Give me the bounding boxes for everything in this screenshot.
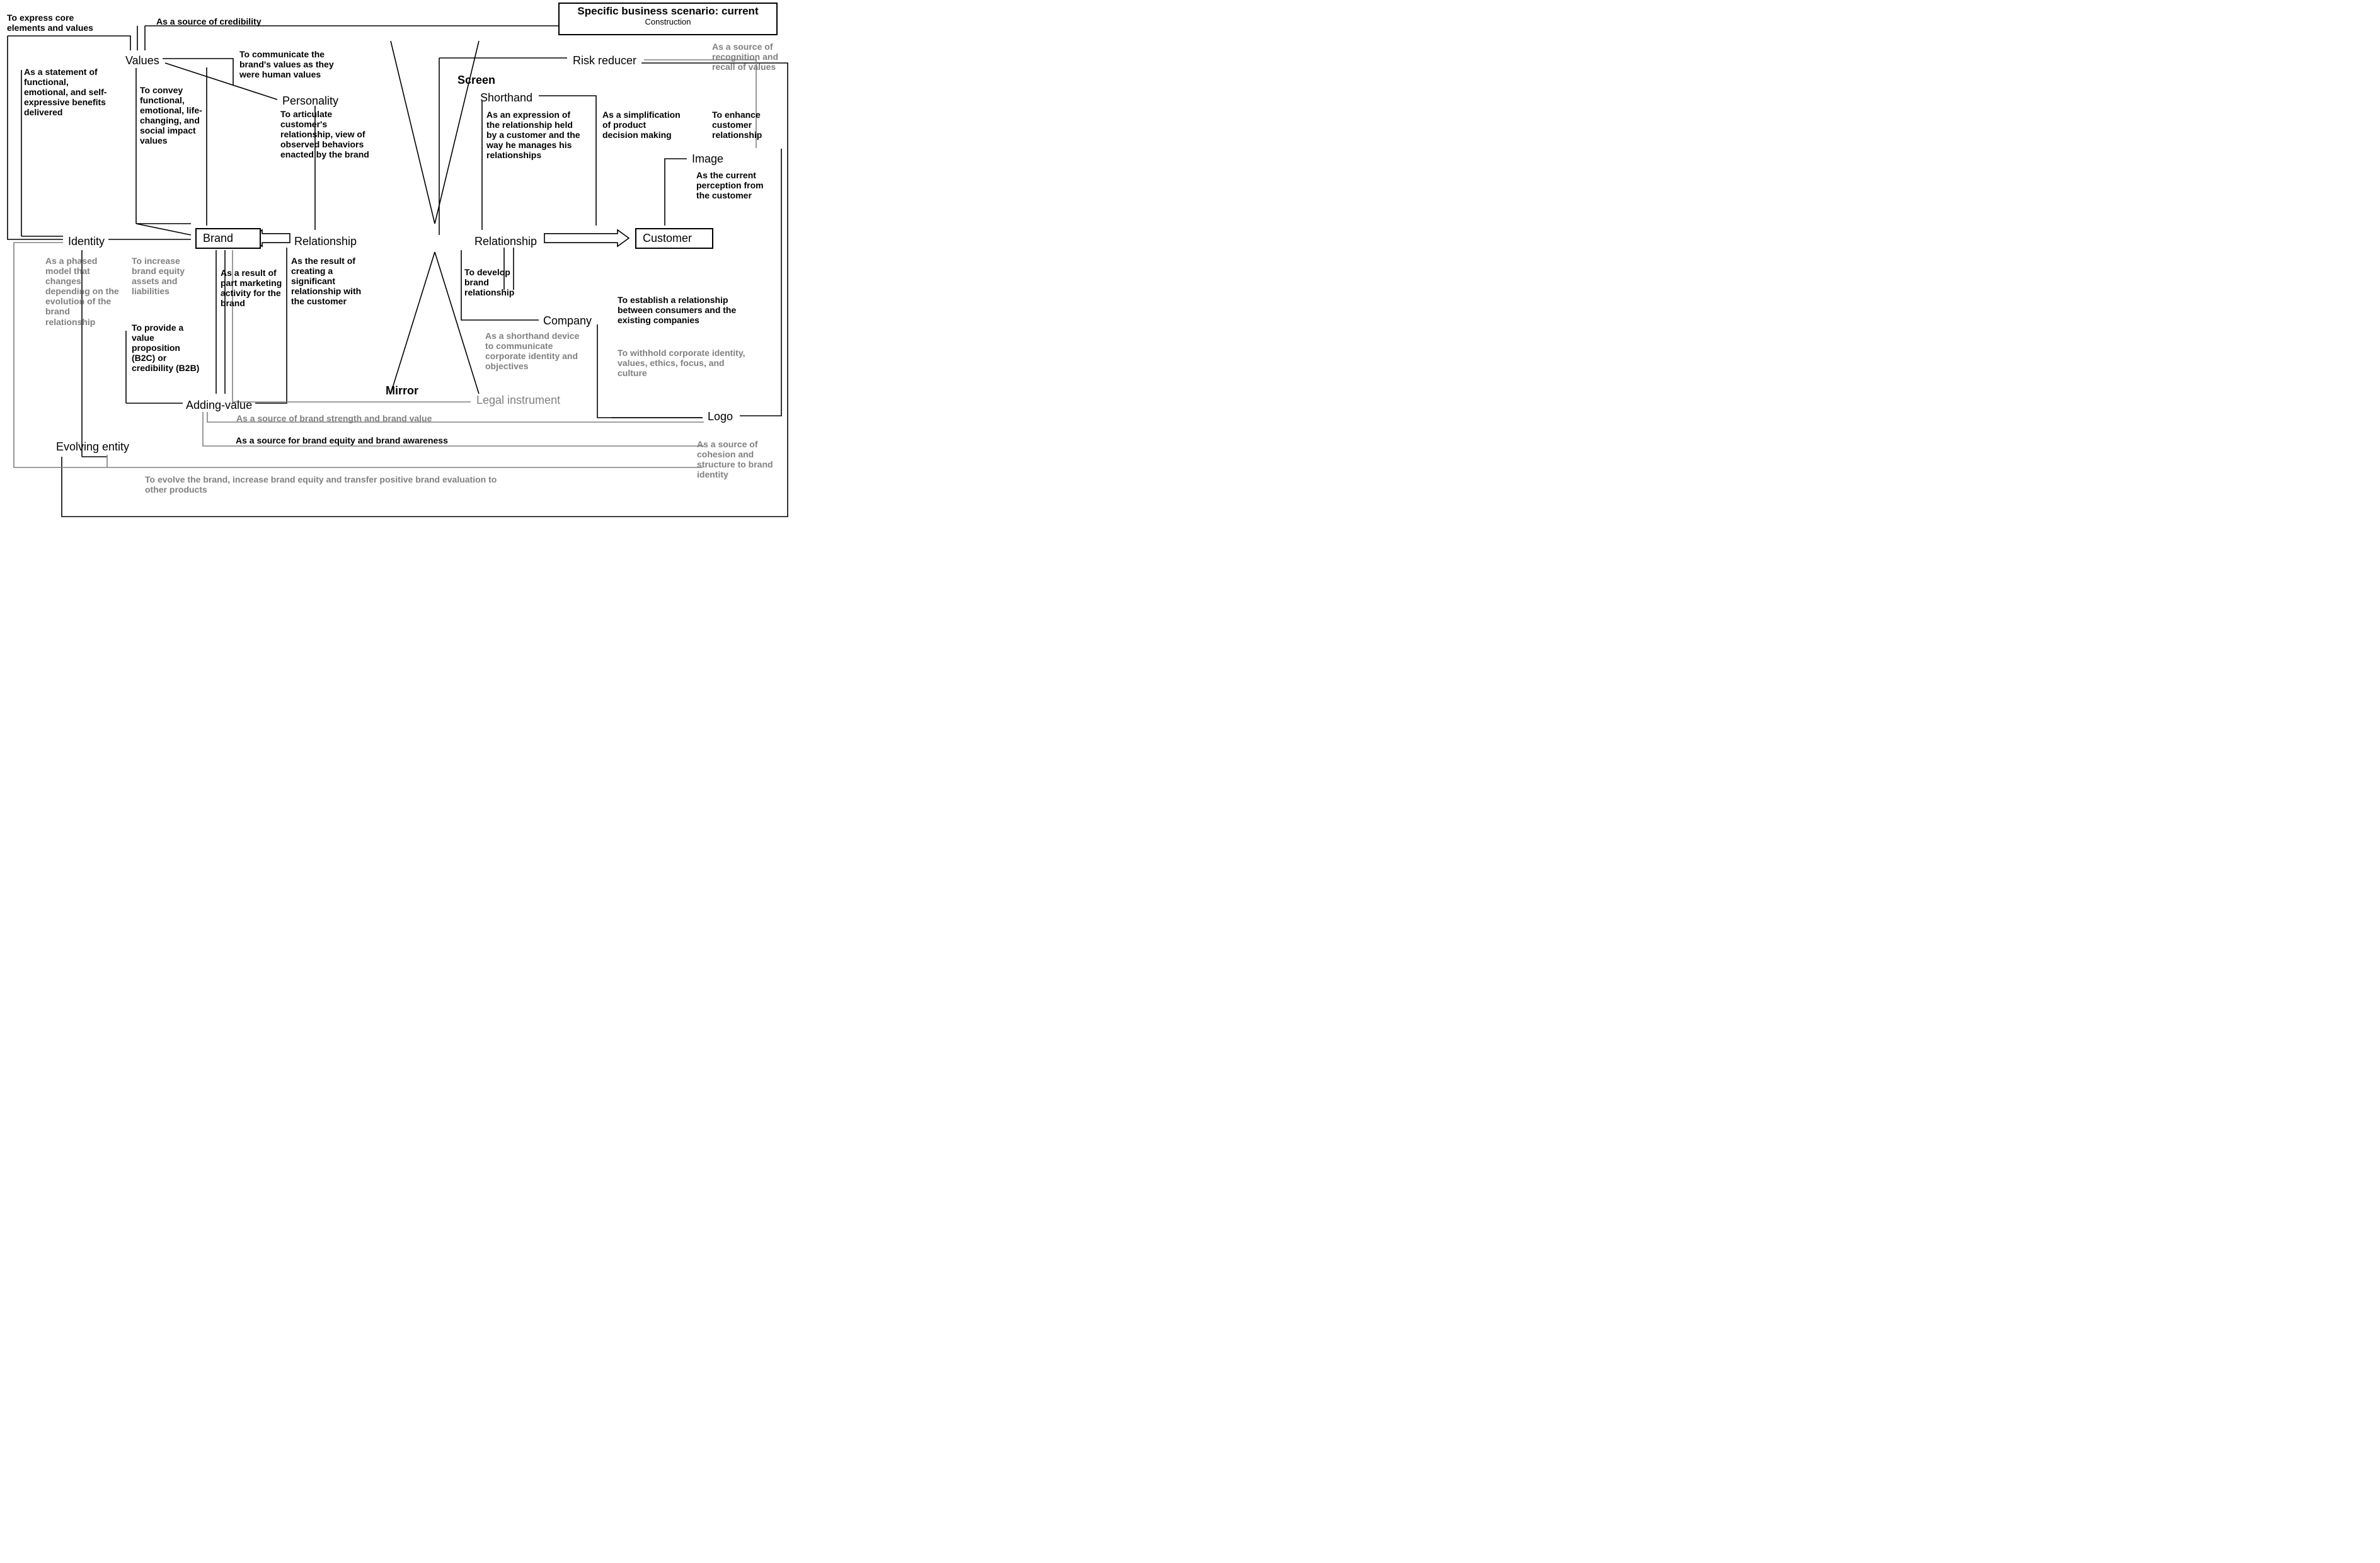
annotation-a12: As a phased model that changes depending… (45, 256, 121, 327)
edge-edges-black-1 (8, 36, 130, 50)
annotation-a1: To express core elements and values (7, 13, 108, 33)
screen-label: Screen (457, 74, 495, 87)
annotation-a16: To provide a value proposition (B2C) or … (132, 323, 204, 373)
annotation-a23: As a source of cohesion and structure to… (697, 439, 779, 479)
annotation-a6: To communicate the brand's values as the… (239, 49, 353, 79)
node-legal: Legal instrument (476, 394, 560, 407)
annotation-a21: As a source of brand strength and brand … (236, 413, 488, 423)
node-relationshipL: Relationship (294, 235, 357, 248)
node-evolving: Evolving entity (56, 440, 129, 454)
node-image: Image (692, 152, 723, 166)
node-relationshipR: Relationship (474, 235, 537, 248)
diagram-stage: Specific business scenario: current Cons… (0, 0, 793, 521)
annotation-a10: To enhance customer relationship (712, 110, 781, 140)
node-values: Values (125, 54, 159, 67)
annotation-a5: To convey functional, emotional, life-ch… (140, 85, 225, 146)
annotation-a18: As a shorthand device to communicate cor… (485, 331, 580, 371)
annotation-a7: To articulate customer's relationship, v… (280, 109, 381, 159)
annotation-a19: To establish a relationship between cons… (618, 295, 737, 325)
annotation-a24: To evolve the brand, increase brand equi… (145, 474, 498, 495)
annotation-a17: To develop brand relationship (464, 267, 531, 297)
node-identity: Identity (68, 235, 105, 248)
node-customer: Customer (635, 228, 713, 249)
mirror-label: Mirror (386, 384, 418, 398)
annotation-a15: As the result of creating a significant … (291, 256, 373, 306)
annotation-a4: As a statement of functional, emotional,… (24, 67, 112, 117)
annotation-a22: As a source for brand equity and brand a… (236, 435, 507, 445)
annotation-a2: As a source of credibility (156, 16, 320, 26)
annotation-a13: To increase brand equity assets and liab… (132, 256, 201, 296)
node-company: Company (543, 314, 592, 328)
node-adding_value: Adding-value (186, 399, 252, 412)
edge-edges-black-23 (665, 159, 687, 226)
scenario-subtitle: Construction (562, 18, 774, 27)
edge-edges-black-11 (136, 224, 191, 235)
node-brand: Brand (195, 228, 261, 249)
annotation-a9: As a simplification of product decision … (602, 110, 681, 140)
scenario-title-box: Specific business scenario: current Cons… (558, 3, 778, 35)
node-shorthand: Shorthand (480, 91, 532, 105)
node-risk_reducer: Risk reducer (573, 54, 636, 67)
annotation-a20: To withhold corporate identity, values, … (618, 348, 747, 378)
annotation-a3: As a source of recognition and recall of… (712, 42, 788, 72)
annotation-a11: As the current perception from the custo… (696, 170, 766, 200)
node-logo: Logo (708, 410, 733, 423)
edge-edges-black-5 (163, 59, 233, 85)
annotation-a8: As an expression of the relationship hel… (486, 110, 581, 160)
annotation-a14: As a result of part marketing activity f… (221, 268, 284, 308)
node-personality: Personality (282, 94, 338, 108)
scenario-title: Specific business scenario: current (562, 5, 774, 18)
